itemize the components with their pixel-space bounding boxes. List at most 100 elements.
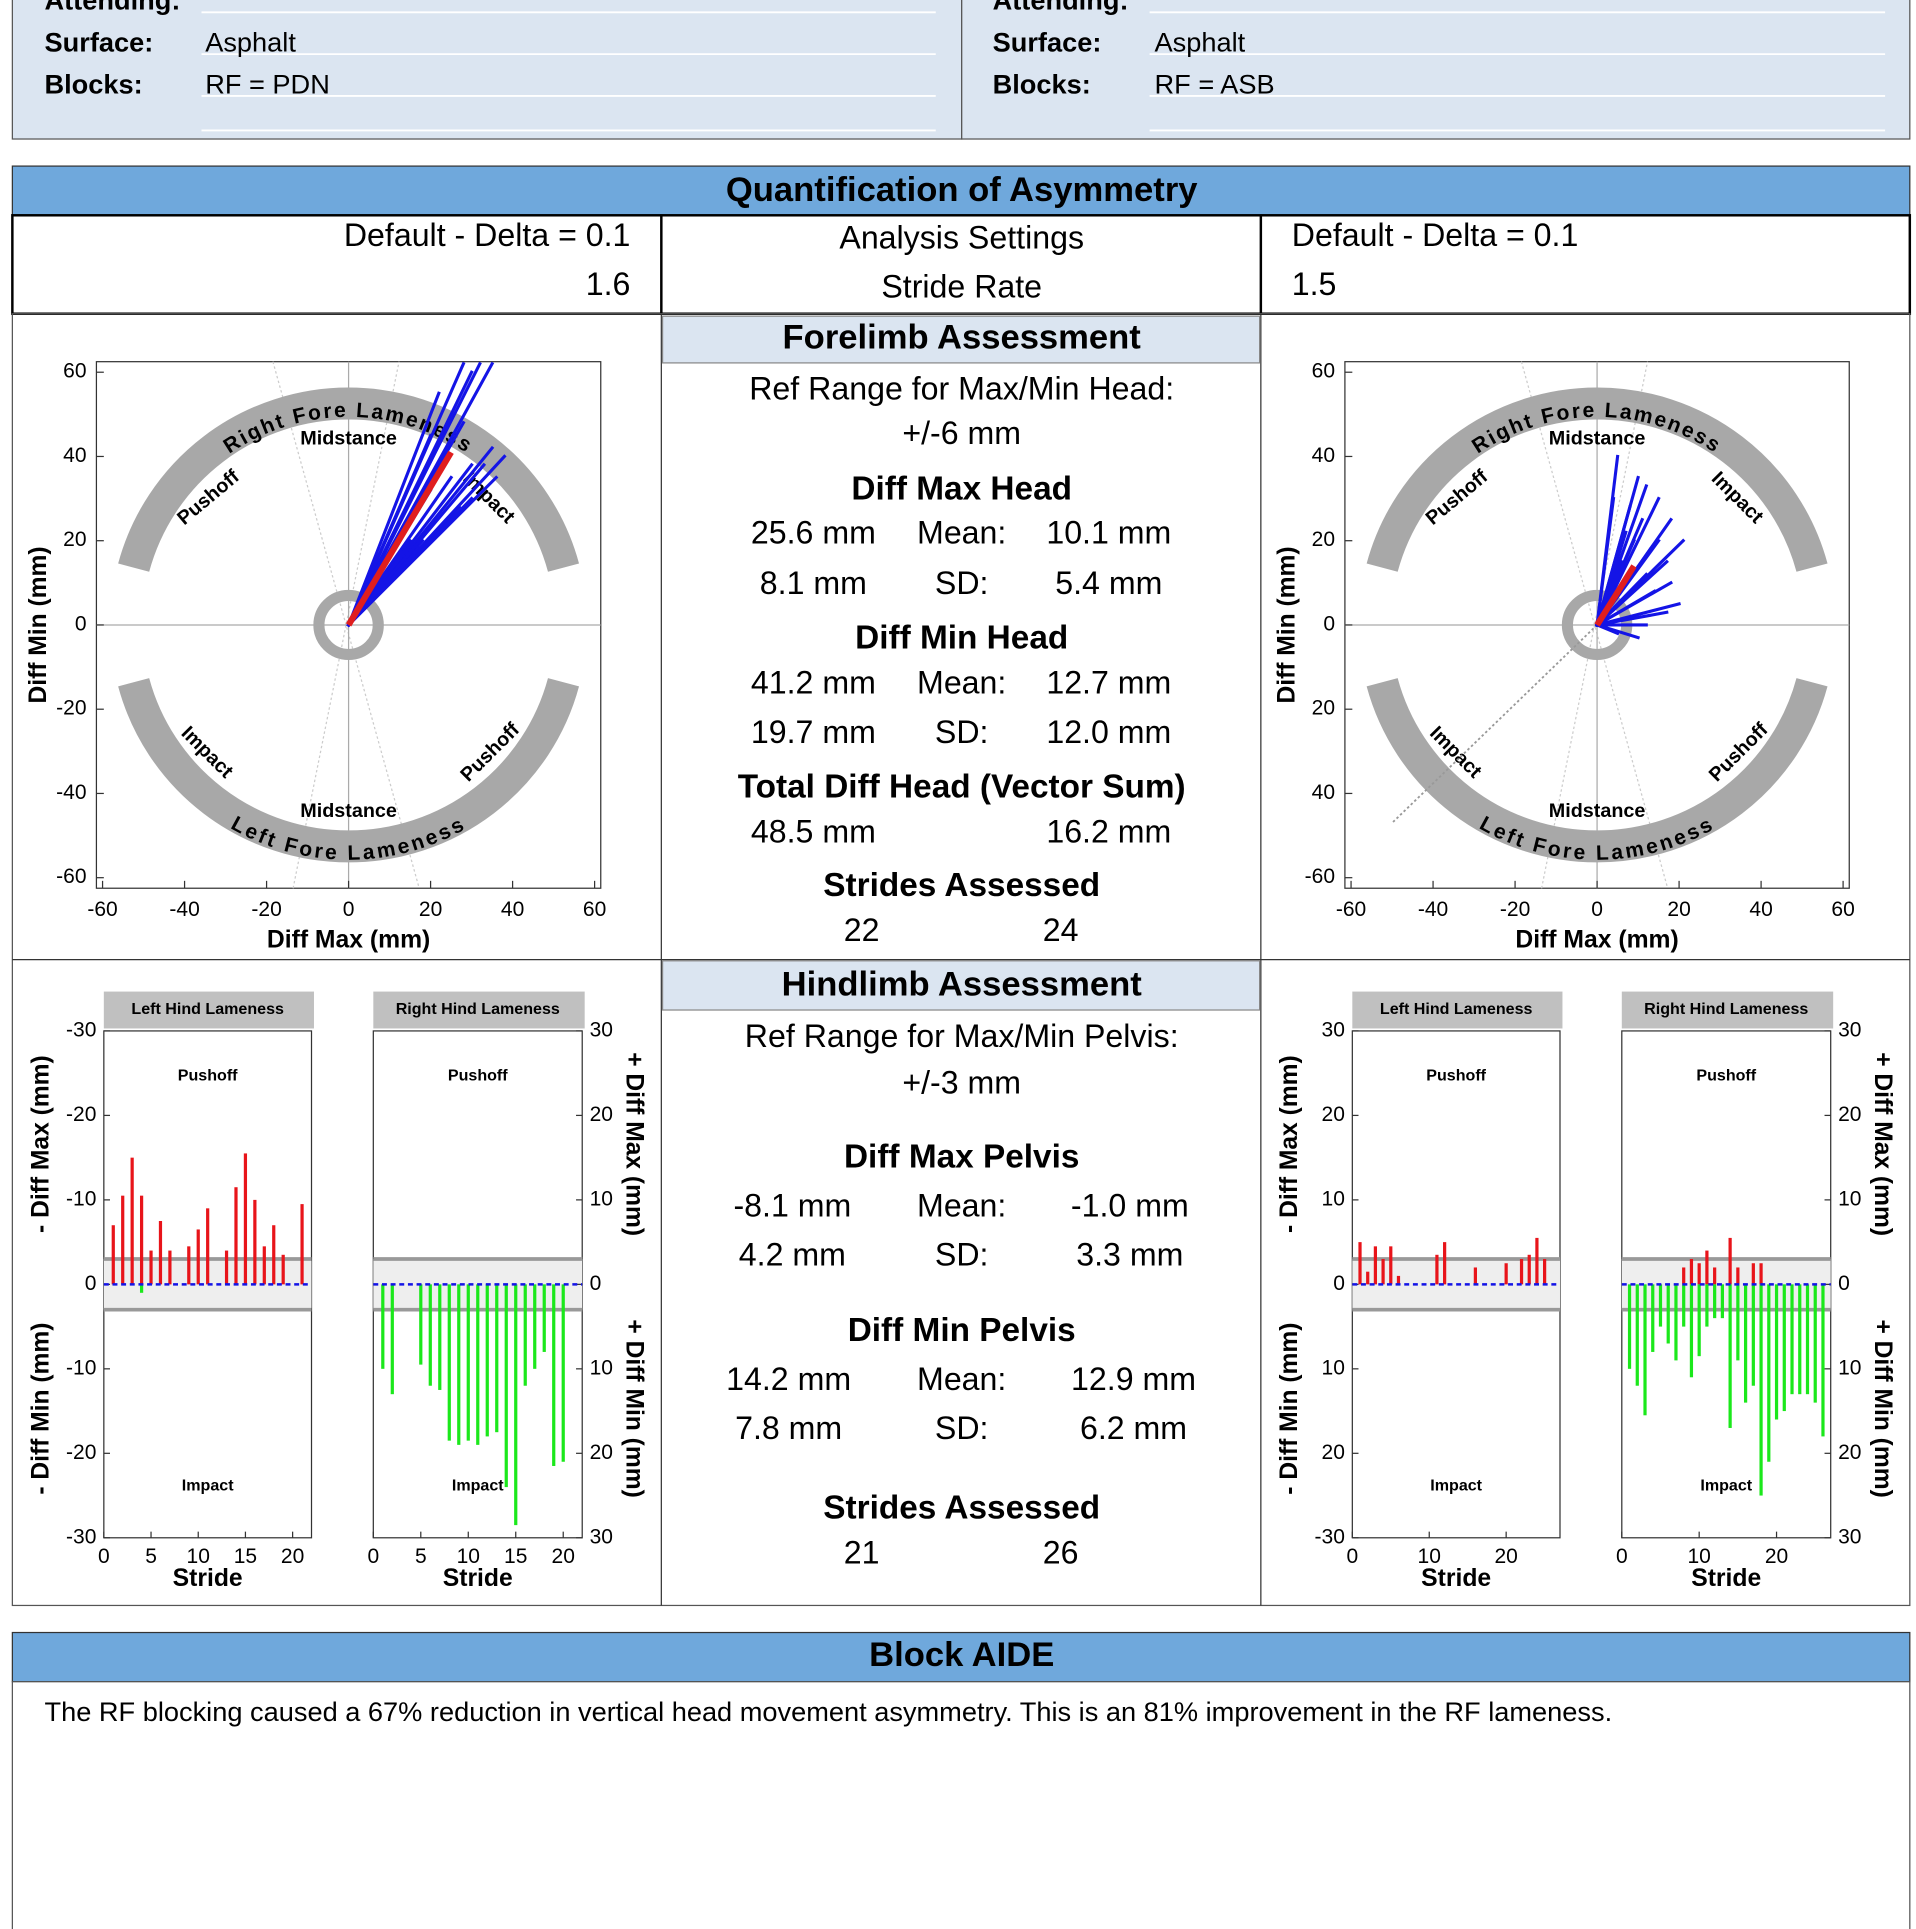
- x-tick-label: 0: [367, 1545, 379, 1568]
- stride-bar: [1798, 1284, 1802, 1395]
- metric-title: Diff Min Head: [855, 620, 1068, 657]
- stride-bar: [1658, 1284, 1663, 1327]
- x-tick-label: 40: [1749, 898, 1772, 921]
- stride-bar: [168, 1250, 172, 1285]
- y-axis-label: + Diff Max (mm): [620, 1052, 647, 1236]
- stride-bar: [1759, 1284, 1763, 1496]
- stride-chart: Right Hind Lameness Pushoff Impact 30 20 10 0 1…: [367, 991, 647, 1592]
- stride-bar: [1389, 1246, 1393, 1285]
- x-tick-label: 0: [343, 898, 355, 921]
- stride-bar: [1535, 1237, 1539, 1285]
- stride-bar: [1728, 1284, 1732, 1428]
- x-tick-label: 10: [187, 1545, 210, 1568]
- stride-bar: [1821, 1284, 1825, 1437]
- y-axis-label: Diff Min (mm): [1274, 546, 1301, 703]
- y-tick-label: 30: [1838, 1018, 1861, 1041]
- field-value: RF = ASB: [1155, 68, 1275, 99]
- y-tick-label: 30: [1838, 1525, 1861, 1548]
- stride-bar: [1643, 1284, 1647, 1416]
- stride-bar: [300, 1204, 304, 1285]
- section-title: Block AIDE: [869, 1636, 1054, 1674]
- y-tick-label: 20: [590, 1441, 613, 1464]
- mean-vector: [1594, 564, 1637, 627]
- stride-count: 21: [844, 1535, 880, 1571]
- phase-label: Midstance: [300, 427, 397, 449]
- stride-bar: [1705, 1284, 1709, 1327]
- stride-bar: [1682, 1284, 1686, 1327]
- y-tick-label: -30: [1315, 1525, 1345, 1548]
- metric-value: Mean:: [917, 1188, 1006, 1224]
- y-axis-label: + Diff Min (mm): [1869, 1319, 1896, 1497]
- stride-bar: [1736, 1267, 1740, 1285]
- y-tick-label: -60: [56, 865, 86, 888]
- stride-bar: [1443, 1242, 1447, 1285]
- stride-bar: [187, 1246, 191, 1285]
- field-label: Blocks:: [993, 68, 1091, 99]
- stride-bar: [1782, 1284, 1786, 1412]
- stride-bar: [1697, 1263, 1701, 1285]
- setting: Analysis Settings: [839, 219, 1084, 255]
- stride-bar: [1728, 1237, 1732, 1285]
- y-tick-label: 0: [1838, 1272, 1850, 1295]
- metric-value: 7.8 mm: [735, 1410, 842, 1446]
- metric-value: 12.9 mm: [1071, 1361, 1196, 1397]
- chart-title-box: [1352, 991, 1563, 1029]
- x-tick-label: 20: [1765, 1545, 1788, 1568]
- stride-bar: [1396, 1275, 1401, 1285]
- y-axis-label: + Diff Max (mm): [1869, 1052, 1896, 1236]
- metric-value: 8.1 mm: [760, 565, 867, 601]
- y-tick-label: 60: [63, 360, 86, 383]
- stride-bar: [1720, 1284, 1724, 1319]
- field-label: Surface:: [993, 27, 1102, 58]
- y-tick-label: -30: [66, 1525, 96, 1548]
- stride-bar: [1805, 1284, 1810, 1395]
- y-tick-label: 10: [1322, 1187, 1345, 1210]
- stride-bar: [495, 1284, 499, 1433]
- x-tick-label: -20: [251, 898, 281, 921]
- x-axis-label: Stride: [173, 1565, 243, 1592]
- stride-bar: [1751, 1263, 1755, 1285]
- y-tick-label: -20: [66, 1103, 96, 1126]
- x-tick-label: 20: [419, 898, 442, 921]
- x-tick-label: 20: [1494, 1545, 1517, 1568]
- setting: Default - Delta = 0.1: [344, 217, 631, 253]
- stride-bar: [1527, 1254, 1531, 1285]
- stride-bar: [1366, 1271, 1370, 1285]
- stride-bar: [1543, 1259, 1547, 1285]
- x-tick-label: 20: [281, 1545, 304, 1568]
- metric-value: 41.2 mm: [751, 665, 876, 701]
- chart-title: Left Hind Lameness: [1380, 1000, 1533, 1018]
- ref-range: Ref Range for Max/Min Pelvis:: [745, 1018, 1179, 1054]
- excluded-vector: [1391, 624, 1598, 824]
- y-tick-label: 0: [75, 613, 87, 636]
- x-tick-label: 0: [1591, 898, 1603, 921]
- aide-text: The RF blocking caused a 67% reduction i…: [45, 1696, 1613, 1727]
- metric-title: Diff Max Head: [851, 471, 1072, 508]
- x-tick-label: 40: [501, 898, 524, 921]
- stride-bar: [149, 1250, 153, 1285]
- metric-value: 5.4 mm: [1055, 565, 1162, 601]
- stride-bar: [121, 1195, 125, 1285]
- y-tick-label: 10: [1838, 1356, 1861, 1379]
- y-tick-label: 20: [1838, 1441, 1861, 1464]
- stride-vector: [1595, 622, 1620, 636]
- stride-bar: [1473, 1267, 1477, 1285]
- x-tick-label: 20: [1667, 898, 1690, 921]
- stride-bar: [1705, 1250, 1709, 1285]
- y-axis-label: Diff Min (mm): [25, 546, 52, 703]
- metric-value: -8.1 mm: [733, 1188, 851, 1224]
- x-tick-label: 60: [1831, 898, 1854, 921]
- stride-bar: [457, 1284, 461, 1445]
- stride-bar: [224, 1250, 229, 1285]
- stride-vector: [1594, 589, 1657, 628]
- phase-label: Pushoff: [1696, 1067, 1756, 1085]
- stride-bar: [1790, 1284, 1794, 1395]
- y-tick-label: 10: [590, 1356, 613, 1379]
- stride-bar: [381, 1284, 385, 1369]
- stride-bar: [1689, 1259, 1694, 1285]
- stride-bar: [1743, 1284, 1748, 1403]
- stride-bar: [514, 1284, 518, 1526]
